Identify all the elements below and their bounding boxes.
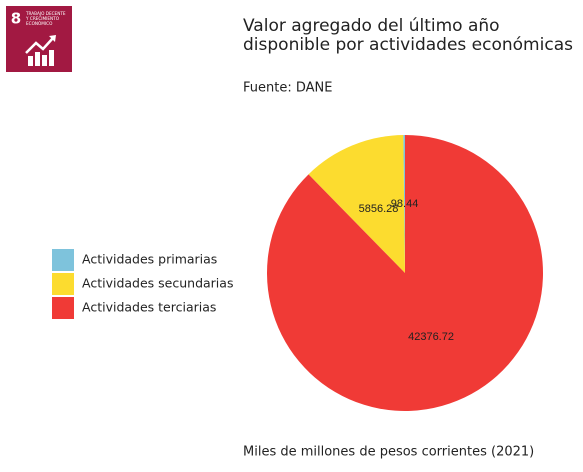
pie-slice bbox=[267, 135, 543, 412]
chart-subtitle: Fuente: DANE bbox=[243, 81, 332, 96]
logo-icon bbox=[25, 35, 56, 66]
sdg-logo: 8 TRABAJO DECENTE Y CRECIMIENTO ECONÓMIC… bbox=[6, 6, 72, 72]
logo-text: Y CRECIMIENTO bbox=[25, 16, 60, 21]
data-label: 42376.72 bbox=[408, 331, 454, 343]
legend-label: Actividades terciarias bbox=[82, 300, 216, 315]
chart-title: Valor agregado del último año bbox=[243, 16, 500, 36]
legend-label: Actividades primarias bbox=[82, 252, 217, 267]
legend-swatch bbox=[52, 249, 74, 271]
chart-title: disponible por actividades económicas bbox=[243, 35, 573, 55]
pie-slice bbox=[403, 135, 405, 273]
legend-swatch bbox=[52, 273, 74, 295]
logo-text: ECONÓMICO bbox=[26, 21, 53, 26]
chart-caption: Miles de millones de pesos corrientes (2… bbox=[243, 445, 534, 460]
data-label: 98.44 bbox=[391, 198, 419, 210]
data-label: 5856.28 bbox=[359, 203, 399, 215]
legend-swatch bbox=[52, 297, 74, 319]
legend-label: Actividades secundarias bbox=[82, 276, 233, 291]
logo-text: TRABAJO DECENTE bbox=[25, 11, 66, 16]
pie-slice bbox=[308, 135, 405, 273]
logo-number: 8 bbox=[11, 10, 21, 28]
